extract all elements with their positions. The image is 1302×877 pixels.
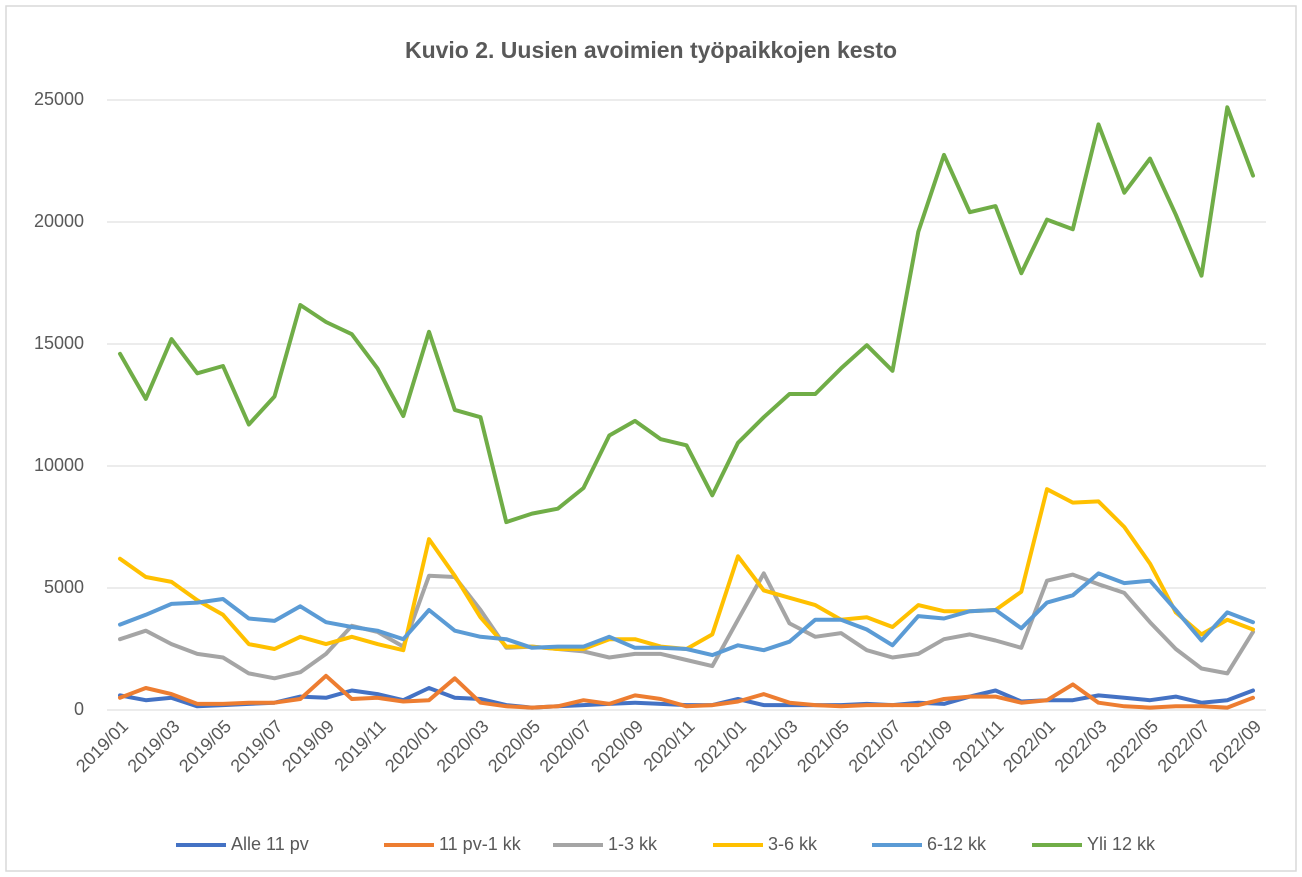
- y-tick-label: 10000: [34, 455, 84, 475]
- legend-label: 6-12 kk: [927, 834, 987, 854]
- legend-label: Alle 11 pv: [231, 834, 309, 854]
- chart-border: [5, 5, 1297, 872]
- line: [118, 571, 1255, 658]
- legend-label: Yli 12 kk: [1087, 834, 1156, 854]
- legend-label: 3-6 kk: [768, 834, 818, 854]
- chart-title: Kuvio 2. Uusien avoimien työpaikkojen ke…: [405, 37, 897, 63]
- line: [118, 571, 1255, 681]
- y-tick-label: 5000: [44, 577, 84, 597]
- line: [118, 673, 1255, 710]
- line: [118, 105, 1255, 525]
- y-tick-label: 20000: [34, 211, 84, 231]
- y-tick-label: 15000: [34, 333, 84, 353]
- legend-label: 11 pv-1 kk: [439, 834, 522, 854]
- y-tick-label: 0: [74, 699, 84, 719]
- legend-label: 1-3 kk: [608, 834, 658, 854]
- y-tick-label: 25000: [34, 89, 84, 109]
